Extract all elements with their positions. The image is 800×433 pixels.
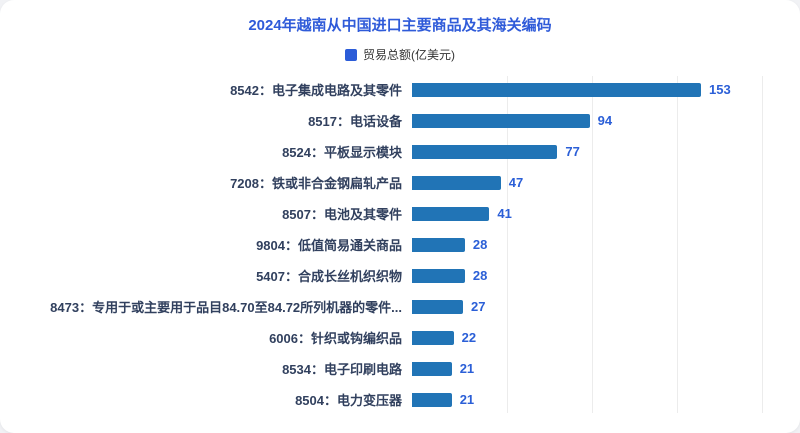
bar[interactable] bbox=[412, 206, 490, 221]
category-label: 8517：电话设备 bbox=[308, 114, 402, 129]
gridline bbox=[676, 76, 678, 413]
legend[interactable]: 贸易总额(亿美元) bbox=[0, 46, 800, 63]
bar[interactable] bbox=[412, 392, 452, 407]
category-label: 9804：低值简易通关商品 bbox=[256, 238, 402, 253]
bar-area: 47 bbox=[412, 174, 800, 190]
value-label: 21 bbox=[459, 391, 475, 407]
bar[interactable] bbox=[412, 82, 701, 97]
category-label: 8504：电力变压器 bbox=[295, 393, 402, 408]
legend-marker-icon bbox=[345, 48, 357, 61]
chart-title: 2024年越南从中国进口主要商品及其海关编码 bbox=[248, 17, 552, 34]
bar-chart: 8542：电子集成电路及其零件 153 8517：电话设备 94 8524：平板… bbox=[0, 74, 800, 415]
gridlines bbox=[422, 76, 763, 413]
bar-row: 7208：铁或非合金钢扁轧产品 47 bbox=[8, 167, 800, 198]
legend-label: 贸易总额(亿美元) bbox=[363, 48, 455, 62]
bar-row: 8517：电话设备 94 bbox=[8, 105, 800, 136]
bar-row: 8507：电池及其零件 41 bbox=[8, 198, 800, 229]
value-label: 28 bbox=[472, 236, 488, 252]
gridline bbox=[761, 76, 763, 413]
bar-area: 21 bbox=[412, 391, 800, 407]
category-label: 7208：铁或非合金钢扁轧产品 bbox=[230, 176, 402, 191]
bar[interactable] bbox=[412, 330, 454, 345]
bar-area: 94 bbox=[412, 112, 800, 128]
bar[interactable] bbox=[412, 299, 463, 314]
bar-row: 8473：专用于或主要用于品目84.70至84.72所列机器的零件... 27 bbox=[8, 291, 800, 322]
category-label: 8534：电子印刷电路 bbox=[282, 362, 402, 377]
value-label: 77 bbox=[565, 143, 580, 159]
value-label: 153 bbox=[709, 81, 731, 97]
value-label: 22 bbox=[461, 329, 477, 345]
value-label: 21 bbox=[459, 360, 475, 376]
bar-row: 8504：电力变压器 21 bbox=[8, 384, 800, 415]
category-label: 6006：针织或钩编织品 bbox=[269, 331, 402, 346]
value-label: 41 bbox=[497, 205, 512, 221]
bar-area: 27 bbox=[412, 298, 800, 314]
bar-row: 8534：电子印刷电路 21 bbox=[8, 353, 800, 384]
bar[interactable] bbox=[412, 237, 465, 252]
category-label: 8524：平板显示模块 bbox=[282, 145, 402, 160]
category-label: 8473：专用于或主要用于品目84.70至84.72所列机器的零件... bbox=[50, 300, 402, 315]
bar-row: 8524：平板显示模块 77 bbox=[8, 136, 800, 167]
value-label: 47 bbox=[508, 174, 524, 190]
bar-area: 21 bbox=[412, 360, 800, 376]
category-label: 8542：电子集成电路及其零件 bbox=[230, 83, 402, 98]
bar[interactable] bbox=[412, 268, 465, 283]
bar-row: 5407：合成长丝机织织物 28 bbox=[8, 260, 800, 291]
bar[interactable] bbox=[412, 175, 501, 190]
bar-row: 9804：低值简易通关商品 28 bbox=[8, 229, 800, 260]
category-label: 8507：电池及其零件 bbox=[282, 207, 402, 222]
value-label: 94 bbox=[597, 112, 613, 128]
bar[interactable] bbox=[412, 144, 558, 159]
gridline bbox=[591, 76, 593, 413]
value-label: 27 bbox=[471, 298, 486, 314]
bar[interactable] bbox=[412, 113, 590, 128]
chart-rows: 8542：电子集成电路及其零件 153 8517：电话设备 94 8524：平板… bbox=[8, 74, 800, 415]
value-label: 28 bbox=[472, 267, 488, 283]
category-label: 5407：合成长丝机织织物 bbox=[256, 269, 402, 284]
gridline bbox=[506, 76, 508, 413]
bar[interactable] bbox=[412, 361, 452, 376]
bar-area: 28 bbox=[412, 236, 800, 252]
bar-row: 8542：电子集成电路及其零件 153 bbox=[8, 74, 800, 105]
bar-row: 6006：针织或钩编织品 22 bbox=[8, 322, 800, 353]
bar-area: 28 bbox=[412, 267, 800, 283]
bar-area: 153 bbox=[412, 81, 800, 97]
bar-area: 41 bbox=[412, 205, 800, 221]
bar-area: 77 bbox=[412, 143, 800, 159]
bar-area: 22 bbox=[412, 329, 800, 345]
